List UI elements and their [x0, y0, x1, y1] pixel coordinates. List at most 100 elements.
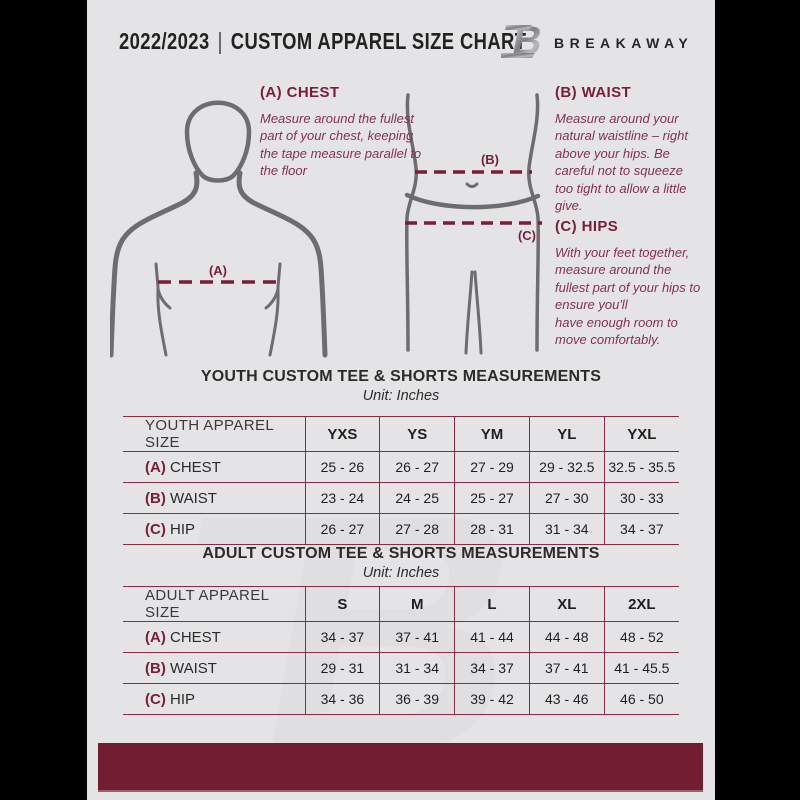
measurement-cell: 27 - 30	[529, 482, 605, 514]
right-inner-arm	[268, 287, 280, 357]
measurement-cell: 27 - 29	[454, 451, 530, 483]
row-label-prefix: (A)	[145, 628, 166, 646]
measurement-cell: 39 - 42	[454, 683, 530, 715]
row-label-prefix: (C)	[145, 520, 166, 538]
measurement-cell: 26 - 27	[379, 451, 456, 483]
row-label: (B) WAIST	[123, 482, 306, 514]
right-inner-leg	[473, 270, 483, 355]
left-shoulder-arm	[110, 170, 200, 358]
waist-diagram-label: (B)	[481, 152, 499, 167]
measurement-cell: 41 - 45.5	[604, 652, 679, 684]
measurement-cell: 34 - 37	[604, 513, 679, 545]
size-column-header: YOUTH APPAREL SIZE	[123, 416, 306, 452]
row-label: (C) HIP	[123, 683, 306, 715]
row-label-prefix: (C)	[145, 690, 166, 708]
measurement-cell: 43 - 46	[529, 683, 605, 715]
title-text: CUSTOM APPAREL SIZE CHART	[230, 28, 527, 54]
chest-instructions: (A) CHEST Measure around the fullest par…	[260, 84, 428, 180]
measurement-cell: 31 - 34	[529, 513, 605, 545]
navel-mark	[465, 182, 479, 188]
youth-section-unit: Unit: Inches	[362, 388, 440, 404]
youth-size-table: YOUTH APPAREL SIZE YXS YS YM YL YXL (A) CHEST 2…	[123, 416, 679, 545]
size-column-header: ADULT APPAREL SIZE	[123, 586, 306, 622]
measurement-cell: 34 - 36	[305, 683, 381, 715]
size-header: YXL	[604, 416, 679, 452]
row-label-prefix: (A)	[145, 458, 166, 476]
waist-instruction-title: (B) WAIST	[555, 84, 632, 101]
footer-bar	[98, 743, 703, 792]
waist-instruction-text: Measure around your natural waistline – …	[555, 111, 688, 214]
measurement-cell: 27 - 28	[379, 513, 456, 545]
waist-instructions: (B) WAIST Measure around your natural wa…	[555, 84, 695, 214]
measurement-cell: 25 - 27	[454, 482, 530, 514]
measurement-cell: 34 - 37	[305, 621, 381, 653]
adult-section-title: ADULT CUSTOM TEE & SHORTS MEASUREMENTS	[202, 545, 600, 562]
measurement-cell: 26 - 27	[305, 513, 381, 545]
measurement-cell: 46 - 50	[604, 683, 679, 715]
right-armpit-fold	[264, 287, 280, 310]
year-range: 2022/2023	[119, 28, 210, 54]
measurement-cell: 30 - 33	[604, 482, 679, 514]
size-header: M	[379, 586, 456, 622]
right-shoulder-arm	[236, 170, 328, 358]
row-label: (A) CHEST	[123, 451, 306, 483]
chest-instruction-title: (A) CHEST	[260, 84, 340, 101]
size-header: YXS	[305, 416, 381, 452]
left-chest-line	[154, 262, 160, 289]
right-hip-outline	[527, 93, 541, 352]
measurement-cell: 34 - 37	[454, 652, 530, 684]
head-outline	[184, 100, 252, 183]
left-hip-outline	[404, 93, 418, 352]
table-row: (C) HIP 26 - 27 27 - 28 28 - 31 31 - 34 34 - …	[123, 513, 679, 545]
row-label: (C) HIP	[123, 513, 306, 545]
adult-section-unit: Unit: Inches	[362, 565, 440, 581]
left-inner-leg	[464, 270, 474, 355]
hips-instruction-title: (C) HIPS	[555, 218, 619, 235]
measurement-cell: 36 - 39	[379, 683, 456, 715]
table-row: (A) CHEST 25 - 26 26 - 27 27 - 29 29 - 32.5 3…	[123, 451, 679, 483]
size-chart-page: 2022/2023 | CUSTOM APPAREL SIZE CHART B BR…	[87, 0, 715, 800]
measurement-cell: 37 - 41	[379, 621, 456, 653]
upper-body-diagram: (A)	[110, 100, 328, 358]
row-label: (B) WAIST	[123, 652, 306, 684]
measurement-cell: 29 - 31	[305, 652, 381, 684]
size-header: YM	[454, 416, 530, 452]
adult-size-table: ADULT APPAREL SIZE S M L XL 2XL (A) CHEST 34 - …	[123, 586, 679, 715]
table-row: (B) WAIST 23 - 24 24 - 25 25 - 27 27 - 30 30 …	[123, 482, 679, 514]
measurement-cell: 29 - 32.5	[529, 451, 605, 483]
row-label-prefix: (B)	[145, 659, 166, 677]
size-header: YS	[379, 416, 456, 452]
measurement-cell: 32.5 - 35.5	[604, 451, 679, 483]
chest-instruction-text: Measure around the fullest part of your …	[260, 111, 422, 179]
measurement-cell: 23 - 24	[305, 482, 381, 514]
left-inner-arm	[156, 287, 168, 357]
breakaway-logo-icon: B	[501, 19, 546, 63]
table-row: (B) WAIST 29 - 31 31 - 34 34 - 37 37 - 41 41 …	[123, 652, 679, 684]
waistband-curve	[404, 192, 541, 210]
measurement-cell: 44 - 48	[529, 621, 605, 653]
measurement-cell: 37 - 41	[529, 652, 605, 684]
size-header: L	[454, 586, 530, 622]
measurement-cell: 48 - 52	[604, 621, 679, 653]
row-label: (A) CHEST	[123, 621, 306, 653]
table-row: (C) HIP 34 - 36 36 - 39 39 - 42 43 - 46 46 - …	[123, 683, 679, 715]
size-header: XL	[529, 586, 605, 622]
size-header: S	[305, 586, 381, 622]
page-title: 2022/2023 | CUSTOM APPAREL SIZE CHART	[119, 28, 526, 55]
measurement-cell: 28 - 31	[454, 513, 530, 545]
lower-body-diagram: (B) (C)	[404, 93, 542, 355]
hips-diagram-label: (C)	[518, 228, 536, 243]
table-row: (A) CHEST 34 - 37 37 - 41 41 - 44 44 - 48 48 …	[123, 621, 679, 653]
youth-section-title: YOUTH CUSTOM TEE & SHORTS MEASUREMENTS	[200, 368, 602, 385]
right-chest-line	[276, 262, 282, 289]
hips-instructions: (C) HIPS With your feet together, measur…	[555, 218, 703, 348]
measurement-cell: 25 - 26	[305, 451, 381, 483]
left-armpit-fold	[156, 287, 172, 310]
size-header: 2XL	[604, 586, 679, 622]
measurement-cell: 24 - 25	[379, 482, 456, 514]
size-header: YL	[529, 416, 605, 452]
measurement-cell: 31 - 34	[379, 652, 456, 684]
hips-instruction-text: With your feet together, measure around …	[555, 245, 701, 348]
chest-diagram-label: (A)	[209, 263, 227, 278]
row-label-prefix: (B)	[145, 489, 166, 507]
